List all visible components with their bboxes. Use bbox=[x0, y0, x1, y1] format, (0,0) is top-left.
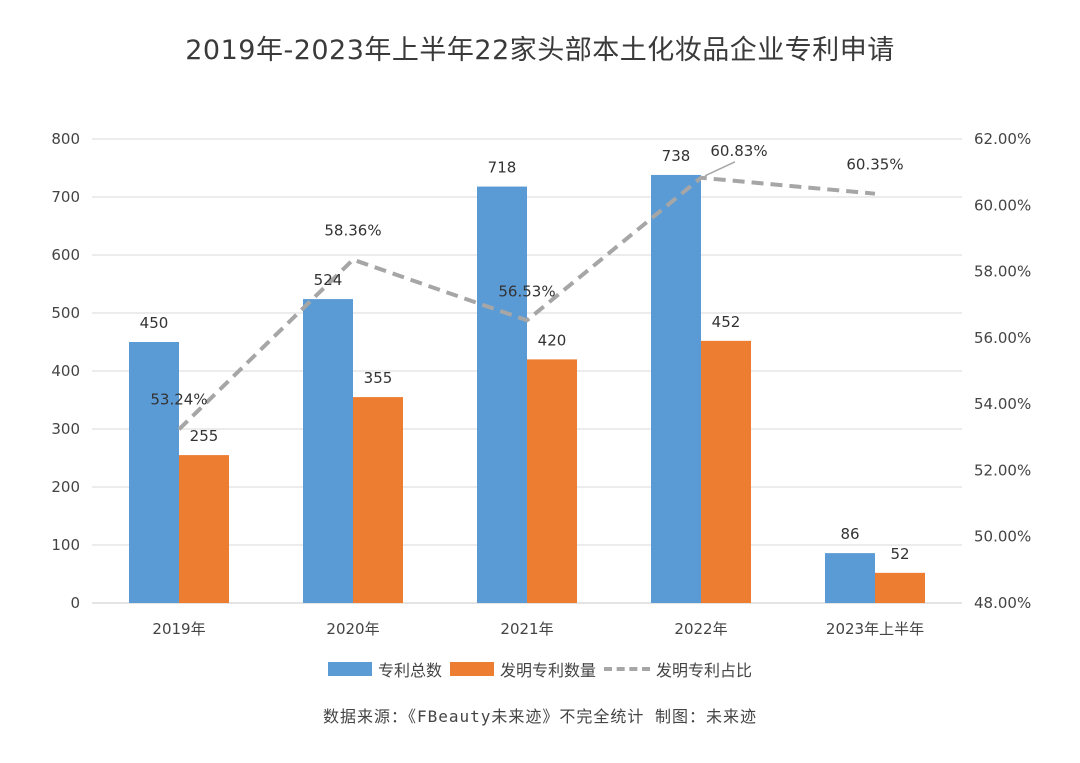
x-axis: 2019年 2020年 2021年 2022年 2023年上半年 bbox=[152, 620, 924, 638]
bar-total bbox=[651, 174, 701, 603]
x-tick-label: 2021年 bbox=[500, 620, 553, 638]
right-tick-label: 50.00% bbox=[974, 528, 1031, 546]
bar-invention bbox=[179, 455, 229, 603]
label-invention: 52 bbox=[890, 545, 909, 563]
right-tick-label: 48.00% bbox=[974, 594, 1031, 612]
legend-label-ratio: 发明专利占比 bbox=[656, 661, 753, 680]
x-tick-label: 2022年 bbox=[674, 620, 727, 638]
ratio-line bbox=[177, 161, 876, 431]
right-tick-label: 60.00% bbox=[974, 196, 1031, 214]
label-ratio: 60.35% bbox=[846, 156, 903, 174]
legend-label-invention: 发明专利数量 bbox=[499, 661, 596, 680]
label-total: 450 bbox=[140, 314, 169, 332]
legend-item-total: 专利总数 bbox=[327, 657, 442, 681]
bar-total bbox=[477, 186, 527, 603]
legend-swatch-dashed bbox=[604, 667, 650, 671]
chart-title: 2019年-2023年上半年22家头部本土化妆品企业专利申请 bbox=[185, 35, 895, 66]
left-tick-label: 300 bbox=[51, 420, 80, 438]
right-tick-label: 54.00% bbox=[974, 395, 1031, 413]
ratio-line-path bbox=[177, 175, 876, 431]
label-invention: 355 bbox=[364, 369, 393, 387]
x-tick-label: 2019年 bbox=[152, 620, 205, 638]
left-tick-label: 500 bbox=[51, 304, 80, 322]
label-invention: 255 bbox=[190, 427, 219, 445]
left-tick-label: 700 bbox=[51, 188, 80, 206]
label-ratio: 56.53% bbox=[498, 282, 555, 300]
label-ratio: 53.24% bbox=[150, 390, 207, 408]
label-leader-line bbox=[704, 161, 736, 177]
left-tick-label: 200 bbox=[51, 478, 80, 496]
bar-total bbox=[825, 553, 875, 603]
label-total: 738 bbox=[662, 147, 691, 165]
left-axis: 0 100 200 300 400 500 600 700 800 bbox=[51, 130, 80, 612]
label-ratio: 58.36% bbox=[324, 222, 381, 240]
data-labels: 450 524 718 738 86 255 355 420 452 52 53.24% 58.36%… bbox=[140, 142, 910, 563]
legend-item-invention: 发明专利数量 bbox=[449, 657, 596, 681]
left-tick-label: 600 bbox=[51, 246, 80, 264]
x-tick-label: 2023年上半年 bbox=[826, 620, 924, 638]
legend-label-total: 专利总数 bbox=[377, 661, 442, 680]
label-total: 86 bbox=[840, 525, 859, 543]
legend: 专利总数 发明专利数量 发明专利占比 bbox=[0, 657, 1080, 681]
right-axis: 48.00% 50.00% 52.00% 54.00% 56.00% 58.00% 60.0… bbox=[974, 130, 1031, 612]
x-tick-label: 2020年 bbox=[326, 620, 379, 638]
label-ratio: 60.83% bbox=[710, 142, 767, 160]
bar-total bbox=[129, 342, 179, 603]
bar-invention bbox=[527, 359, 577, 603]
source-note: 数据来源：《FBeauty未来迹》不完全统计 制图：未来迹 bbox=[322, 707, 758, 726]
label-invention: 420 bbox=[538, 331, 567, 349]
left-tick-label: 800 bbox=[51, 130, 80, 148]
legend-swatch-orange bbox=[449, 662, 494, 676]
bar-total bbox=[303, 299, 353, 603]
bars bbox=[129, 174, 925, 603]
left-tick-label: 400 bbox=[51, 362, 80, 380]
label-invention: 452 bbox=[712, 313, 741, 331]
bar-invention bbox=[353, 397, 403, 603]
legend-item-ratio: 发明专利占比 bbox=[604, 657, 752, 681]
bar-invention bbox=[701, 340, 751, 603]
bar-invention bbox=[875, 572, 925, 603]
label-total: 524 bbox=[314, 271, 343, 289]
left-tick-label: 0 bbox=[70, 594, 80, 612]
right-tick-label: 56.00% bbox=[974, 329, 1031, 347]
right-tick-label: 52.00% bbox=[974, 461, 1031, 479]
right-tick-label: 62.00% bbox=[974, 130, 1031, 148]
left-tick-label: 100 bbox=[51, 536, 80, 554]
right-tick-label: 58.00% bbox=[974, 263, 1031, 281]
legend-swatch-blue bbox=[327, 662, 372, 676]
label-total: 718 bbox=[488, 159, 517, 177]
